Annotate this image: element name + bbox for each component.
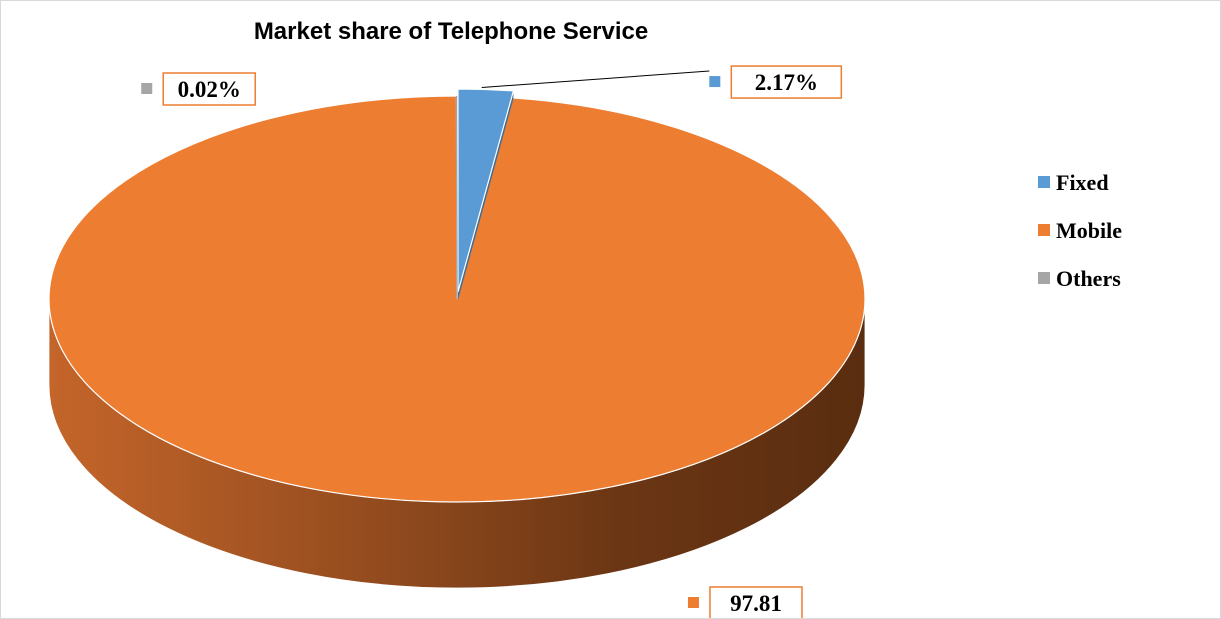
data-labels: 2.17% 97.81 0.02% bbox=[141, 65, 843, 618]
data-label-key-others bbox=[141, 83, 153, 94]
pie-slice-top-fixed bbox=[457, 88, 515, 293]
data-label-others: 0.02% bbox=[141, 72, 256, 106]
pie-slice-others bbox=[455, 95, 458, 300]
legend-label-fixed: Fixed bbox=[1056, 170, 1109, 195]
legend: Fixed Mobile Others bbox=[1038, 170, 1122, 291]
legend-swatch-mobile bbox=[1038, 224, 1050, 236]
data-label-text-fixed: 2.17% bbox=[755, 70, 818, 95]
legend-label-others: Others bbox=[1056, 266, 1121, 291]
data-label-key-fixed bbox=[709, 76, 721, 88]
chart-title: Market share of Telephone Service bbox=[254, 18, 648, 45]
legend-swatch-others bbox=[1038, 272, 1050, 284]
data-label-text-mobile: 97.81 bbox=[730, 591, 782, 616]
legend-item-fixed: Fixed bbox=[1038, 170, 1109, 195]
leader-lines bbox=[481, 70, 710, 89]
legend-item-others: Others bbox=[1038, 266, 1121, 291]
leader-line-fixed bbox=[481, 70, 710, 89]
data-label-box-others bbox=[162, 72, 256, 106]
legend-swatch-fixed bbox=[1038, 176, 1050, 188]
data-label-box-mobile bbox=[709, 586, 803, 618]
data-label-mobile: 97.81 bbox=[687, 586, 803, 618]
pie-slices bbox=[48, 88, 866, 589]
data-label-fixed: 2.17% bbox=[709, 65, 843, 99]
legend-label-mobile: Mobile bbox=[1056, 218, 1122, 243]
data-label-key-mobile bbox=[687, 597, 699, 608]
data-label-text-others: 0.02% bbox=[178, 77, 241, 102]
pie-slice-top-others bbox=[455, 95, 458, 300]
legend-item-mobile: Mobile bbox=[1038, 218, 1122, 243]
data-label-box-fixed bbox=[730, 65, 843, 99]
pie-slice-fixed bbox=[457, 88, 515, 301]
